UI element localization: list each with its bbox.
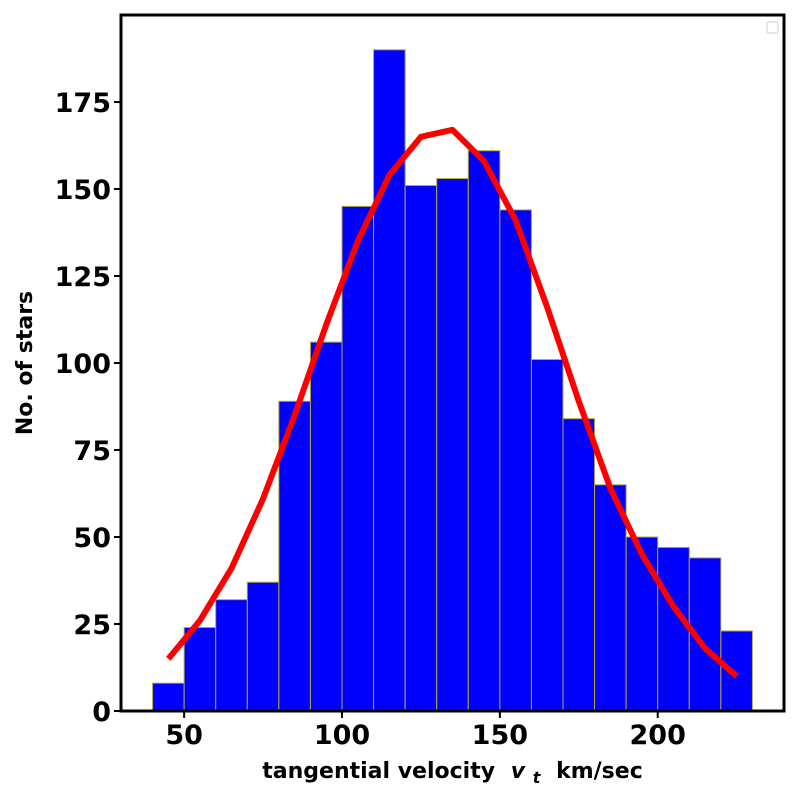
y-tick-label: 0 xyxy=(92,697,111,728)
x-tick-label: 200 xyxy=(630,720,686,751)
histogram-bar xyxy=(278,400,311,712)
y-tick-label: 125 xyxy=(55,262,111,293)
y-tick-label: 75 xyxy=(73,436,111,467)
histogram-bar xyxy=(530,359,564,712)
histogram-bar xyxy=(499,209,532,712)
y-tick-label: 100 xyxy=(55,349,111,380)
legend-box xyxy=(766,21,779,34)
x-tick-label: 100 xyxy=(314,720,370,751)
fit-curve xyxy=(166,126,739,679)
histogram-bar xyxy=(720,630,753,712)
histogram-bar xyxy=(625,536,659,712)
histogram-bar xyxy=(594,484,627,712)
histogram-bar xyxy=(152,682,185,712)
histogram-bar xyxy=(309,341,343,712)
axis-ticks: 50 100 150 200 0 25 50 75 100 125 150 175 xyxy=(55,88,686,751)
y-tick-label: 150 xyxy=(55,175,111,206)
histogram-bar xyxy=(341,205,375,712)
histogram-bar xyxy=(404,185,438,712)
y-tick-label: 175 xyxy=(55,88,111,119)
x-tick-label: 150 xyxy=(472,720,528,751)
histogram-bar xyxy=(562,418,596,712)
histogram-bar xyxy=(215,599,248,712)
x-axis-label: tangential velocity v t km/sec xyxy=(262,759,643,789)
x-axis-label-unit: km/sec xyxy=(556,759,643,784)
histogram-bars xyxy=(152,49,753,712)
x-axis-label-subscript: t xyxy=(533,768,542,787)
x-axis-label-symbol: v xyxy=(511,759,526,784)
x-tick-label: 50 xyxy=(165,720,203,751)
y-tick-label: 25 xyxy=(73,610,111,641)
plot-frame xyxy=(119,13,786,713)
y-axis-label: No. of stars xyxy=(13,291,38,435)
histogram-bar xyxy=(183,626,217,712)
histogram-bar xyxy=(246,581,280,712)
histogram-bar xyxy=(467,150,501,712)
histogram-bar xyxy=(436,178,469,712)
histogram-bar xyxy=(657,546,690,712)
histogram-bar xyxy=(373,49,406,712)
y-tick-label: 50 xyxy=(73,523,111,554)
x-axis-label-text: tangential velocity xyxy=(262,759,495,784)
